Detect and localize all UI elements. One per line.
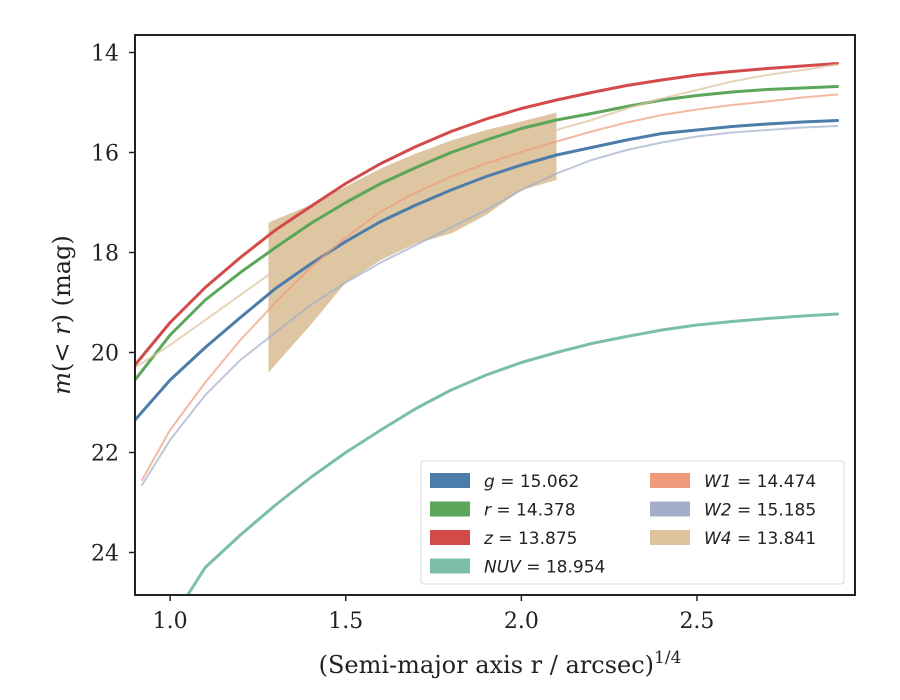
plot-frame xyxy=(134,34,856,596)
series-line-w2 xyxy=(141,125,839,486)
axes: 1.0 1.5 2.0 2.5 14 16 18 20 22 24 (Semi-major axis… xyxy=(48,34,856,679)
legend-label-w1: W1 = 14.474 xyxy=(704,472,816,492)
x-axis-label: (Semi-major axis r / arcsec)1/4 xyxy=(319,648,682,679)
series-line-w1 xyxy=(141,93,839,481)
series-line-z xyxy=(135,62,839,367)
legend-label-w2: W2 = 15.185 xyxy=(704,501,816,521)
x-tick-label: 2.5 xyxy=(679,609,714,634)
x-tick-label: 2.0 xyxy=(504,609,539,634)
y-tick-label: 14 xyxy=(91,42,119,67)
legend-label-z: z = 13.875 xyxy=(483,529,577,549)
y-tick-label: 20 xyxy=(91,342,119,367)
legend-swatch-g xyxy=(430,473,470,488)
y-tick-label: 18 xyxy=(91,242,119,267)
y-tick-label: 16 xyxy=(91,142,119,167)
x-tick-label: 1.0 xyxy=(153,609,188,634)
series-line-r xyxy=(135,85,839,382)
series-line-g xyxy=(135,119,839,422)
legend-label-g: g = 15.062 xyxy=(484,472,579,492)
y-tick-label: 24 xyxy=(91,542,119,567)
legend-swatch-w4 xyxy=(650,530,690,545)
legend-swatch-w1 xyxy=(650,473,690,488)
band-w4 xyxy=(268,112,557,373)
y-tick-label: 22 xyxy=(91,442,119,467)
series-lines xyxy=(135,62,839,595)
legend-swatch-r xyxy=(430,501,470,517)
legend-label-nuv: NUV = 18.954 xyxy=(484,558,605,578)
series-line-w4 xyxy=(135,63,839,369)
y-axis-label: m(< r) (mag) xyxy=(48,235,76,395)
legend-box xyxy=(420,460,845,585)
x-tick-label: 1.5 xyxy=(328,609,363,634)
legend-label-r: r = 14.378 xyxy=(484,501,576,521)
legend-label-w4: W4 = 13.841 xyxy=(704,529,816,549)
legend-swatch-nuv xyxy=(430,558,470,574)
shaded-bands xyxy=(268,112,557,373)
legend-swatch-z xyxy=(430,530,470,545)
legend-swatch-w2 xyxy=(650,501,690,517)
legend: g = 15.062 r = 14.378 z = 13.875 NUV = 18.9… xyxy=(420,460,845,585)
series-line-nuv xyxy=(186,312,839,595)
